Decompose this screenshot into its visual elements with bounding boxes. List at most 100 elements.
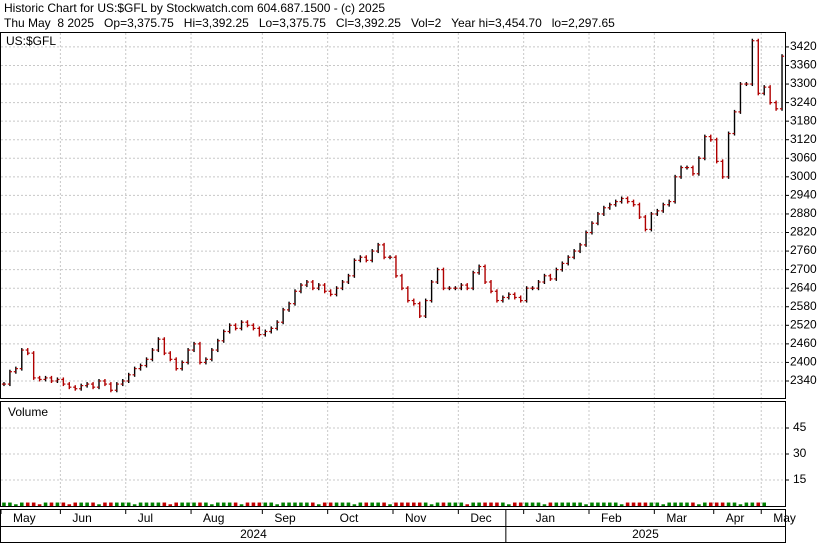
- y-tick-label: 2340: [790, 373, 817, 387]
- price-bar: [364, 255, 369, 263]
- volume-bar: [227, 502, 232, 506]
- x-tick-label: Jul: [138, 511, 153, 525]
- volume-bar: [263, 502, 268, 506]
- y-tick-label: 2460: [790, 336, 817, 350]
- volume-bar: [507, 504, 511, 506]
- volume-bar: [572, 502, 576, 506]
- price-bar: [215, 338, 220, 353]
- volume-bar: [8, 502, 12, 506]
- volume-bar: [477, 502, 481, 506]
- price-bar: [393, 255, 399, 278]
- volume-bar: [732, 502, 737, 506]
- price-bar: [55, 377, 60, 383]
- volume-bar: [67, 504, 72, 506]
- volume-bar: [216, 502, 220, 506]
- volume-bar: [548, 502, 553, 506]
- price-bar: [471, 270, 476, 291]
- volume-bar: [744, 502, 749, 506]
- volume-bar: [590, 502, 594, 506]
- price-bar: [631, 199, 636, 207]
- volume-bar: [501, 502, 505, 506]
- volume-bar: [435, 502, 440, 506]
- volume-bar: [180, 502, 184, 506]
- price-bar: [726, 131, 731, 179]
- volume-bar: [584, 504, 588, 506]
- price-bar: [340, 280, 345, 291]
- price-bar: [292, 289, 298, 306]
- price-bar: [500, 295, 505, 303]
- price-panel: [0, 32, 786, 399]
- volume-bar: [441, 502, 446, 506]
- price-bar: [536, 280, 541, 291]
- price-bar: [49, 375, 54, 383]
- volume-bar: [239, 504, 244, 506]
- series-label: US:$GFL: [6, 34, 56, 48]
- volume-bar: [91, 502, 95, 506]
- x-tick-label: Jan: [536, 511, 555, 525]
- y-tick-label: 3000: [790, 169, 817, 183]
- price-bar: [607, 202, 612, 210]
- volume-bar: [14, 504, 18, 506]
- volume-bar: [245, 502, 250, 506]
- volume-bar: [697, 504, 701, 506]
- volume-bar: [625, 502, 630, 506]
- price-bar: [447, 286, 452, 291]
- x-tick-label: Mar: [666, 511, 687, 525]
- volume-bar: [20, 502, 24, 506]
- volume-bar: [602, 502, 606, 506]
- price-bar: [13, 366, 18, 374]
- x-tick-label: May: [13, 511, 36, 525]
- price-bar: [625, 196, 630, 204]
- price-bar: [779, 54, 785, 111]
- volume-bar: [726, 502, 731, 506]
- y-tick-label: 2820: [790, 225, 817, 239]
- y-tick-label: 2640: [790, 280, 817, 294]
- volume-bar: [655, 502, 660, 506]
- price-bar: [316, 283, 321, 291]
- volume-bar: [542, 504, 547, 506]
- price-bar: [310, 280, 315, 291]
- y-tick-label: 3420: [790, 39, 817, 53]
- chart-title: Historic Chart for US:$GFL by Stockwatch…: [4, 1, 385, 15]
- volume-bar: [79, 502, 83, 506]
- volume-bar: [536, 502, 541, 506]
- volume-bar: [376, 502, 380, 506]
- volume-bar: [186, 502, 190, 506]
- volume-bar: [221, 502, 226, 506]
- price-bar: [275, 320, 280, 331]
- price-bar: [702, 134, 707, 161]
- y2-tick-label: 15: [793, 472, 807, 486]
- volume-bar: [465, 504, 470, 506]
- price-bar: [322, 283, 327, 294]
- price-bar: [583, 230, 589, 247]
- price-bar: [643, 215, 648, 232]
- price-bar: [678, 165, 684, 179]
- x-tick-label: Nov: [405, 511, 426, 525]
- volume-bar: [340, 502, 345, 506]
- price-bar: [459, 283, 464, 291]
- volume-bar: [126, 502, 131, 506]
- volume-bar: [750, 502, 755, 506]
- chart-subtitle: Thu May 8 2025 Op=3,375.75 Hi=3,392.25 L…: [4, 16, 615, 30]
- price-bar: [572, 249, 577, 260]
- price-bar: [399, 273, 404, 291]
- price-bar: [67, 382, 72, 390]
- y2-tick-label: 30: [793, 446, 807, 460]
- price-bar: [465, 283, 470, 291]
- volume-bar: [31, 502, 36, 506]
- price-bar: [637, 202, 642, 220]
- volume-bar: [471, 502, 475, 506]
- price-bar: [245, 320, 250, 328]
- volume-bar: [120, 502, 125, 506]
- volume-bar: [566, 502, 570, 506]
- price-bar: [90, 382, 96, 390]
- price-bar: [281, 307, 286, 325]
- volume-bar: [198, 502, 202, 506]
- price-bar: [518, 295, 523, 303]
- price-bar: [560, 261, 565, 272]
- volume-bar: [305, 502, 309, 506]
- volume-bar: [168, 504, 173, 506]
- price-bar: [108, 382, 113, 393]
- price-bar: [227, 323, 232, 334]
- price-bar: [156, 337, 161, 353]
